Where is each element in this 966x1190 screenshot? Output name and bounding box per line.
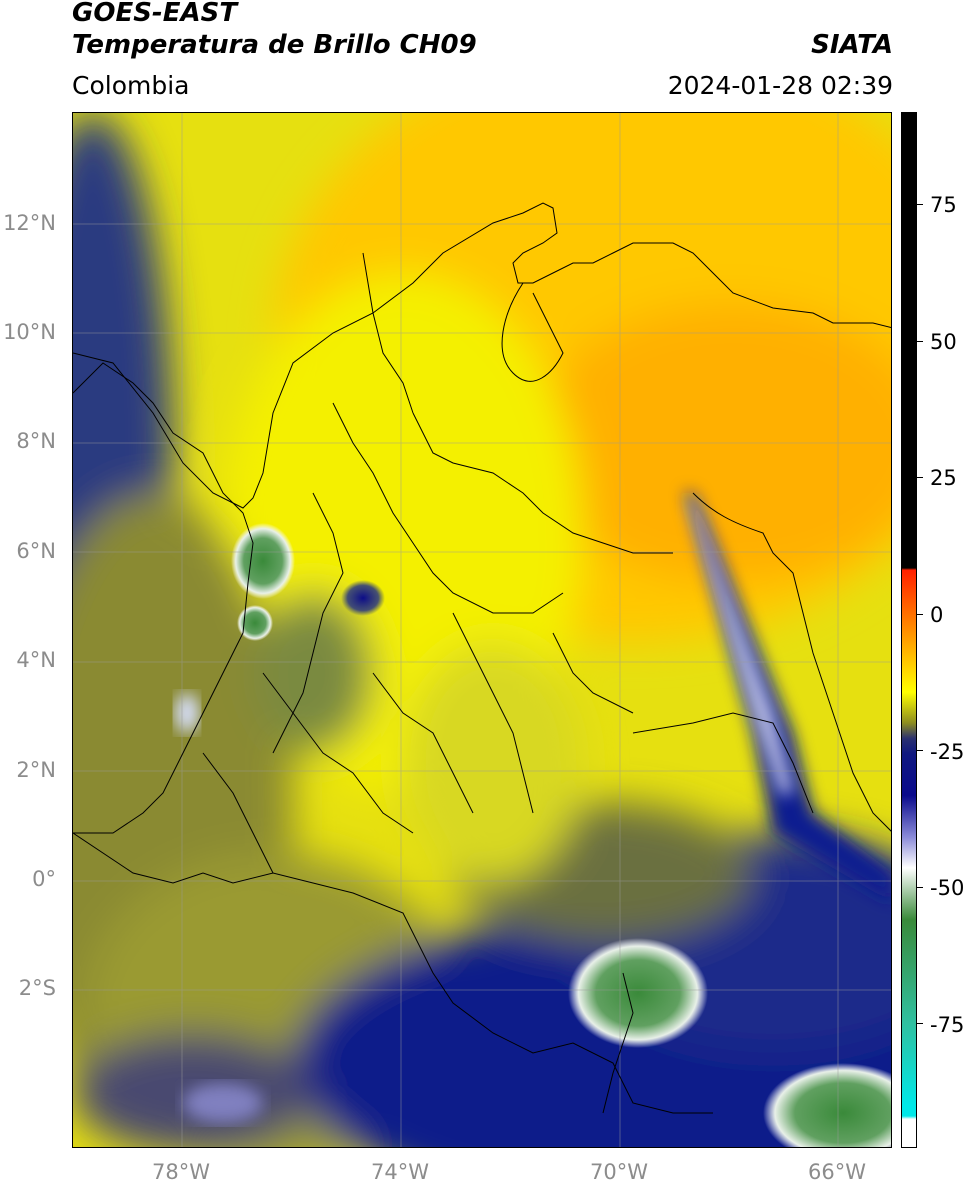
colorbar-label-0: 0 <box>930 603 944 627</box>
title-agency: SIATA <box>811 30 893 60</box>
title-datetime: 2024-01-28 02:39 <box>667 71 893 100</box>
lat-label-6n: 6°N <box>16 539 56 563</box>
lon-label-66w: 66°W <box>808 1160 866 1184</box>
colorbar-label-50: 50 <box>930 330 957 354</box>
title-product: Temperatura de Brillo CH09 <box>72 30 477 60</box>
colorbar-label-minus50: -50 <box>930 876 965 900</box>
colorbar <box>901 112 917 1148</box>
lon-label-78w: 78°W <box>152 1160 210 1184</box>
title-region: Colombia <box>72 71 190 100</box>
colorbar-tick <box>917 887 923 888</box>
lon-label-74w: 74°W <box>371 1160 429 1184</box>
colorbar-tick <box>917 477 923 478</box>
colorbar-label-minus25: -25 <box>930 740 965 764</box>
satellite-map[interactable] <box>72 112 892 1148</box>
colorbar-tick <box>917 1023 923 1024</box>
colorbar-label-minus75: -75 <box>930 1013 965 1037</box>
lat-label-12n: 12°N <box>3 211 56 235</box>
lat-label-2s: 2°S <box>18 976 56 1000</box>
lat-label-2n: 2°N <box>16 758 56 782</box>
lat-label-8n: 8°N <box>16 429 56 453</box>
colorbar-tick <box>917 341 923 342</box>
lon-label-70w: 70°W <box>590 1160 648 1184</box>
lat-label-4n: 4°N <box>16 648 56 672</box>
lat-label-0: 0° <box>32 867 56 891</box>
lat-label-10n: 10°N <box>3 320 56 344</box>
map-gridlines <box>73 113 891 1147</box>
map-borders <box>73 202 891 1114</box>
colorbar-tick <box>917 614 923 615</box>
colorbar-label-75: 75 <box>930 193 957 217</box>
colorbar-tick <box>917 750 923 751</box>
colorbar-tick <box>917 204 923 205</box>
title-satellite: GOES-EAST <box>72 0 238 28</box>
map-canvas <box>73 113 891 1147</box>
colorbar-label-25: 25 <box>930 466 957 490</box>
